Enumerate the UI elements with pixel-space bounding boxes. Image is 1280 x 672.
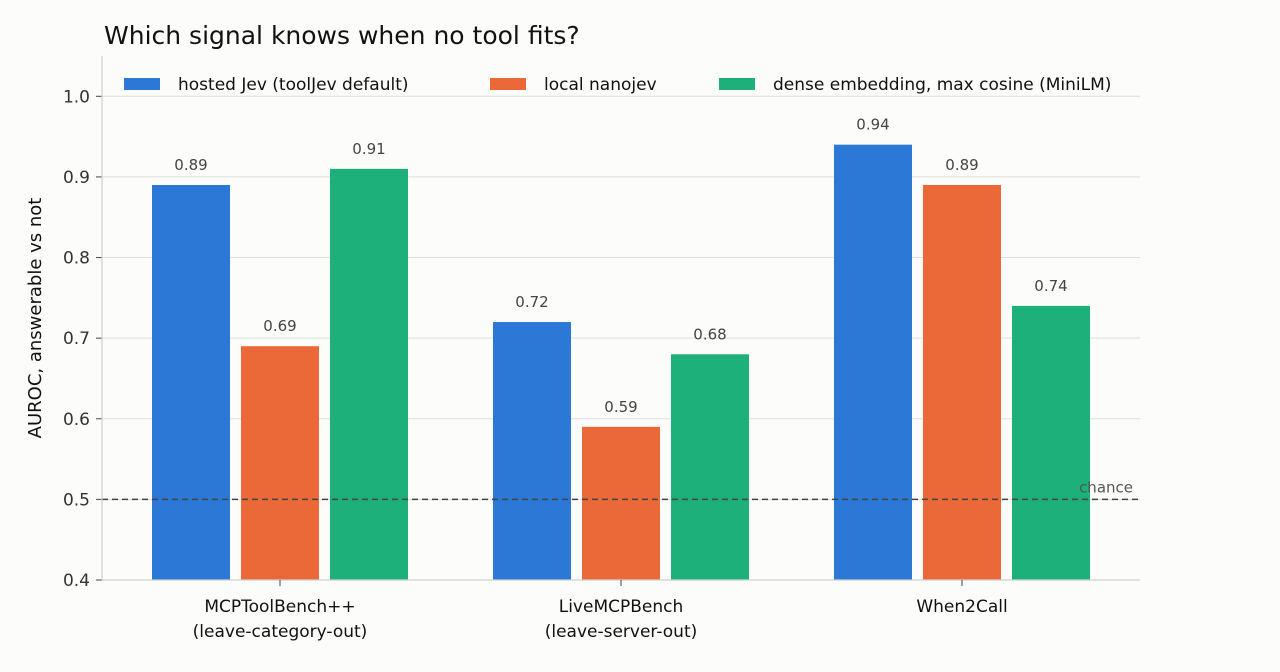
x-tick-label: LiveMCPBench xyxy=(559,597,684,617)
bar xyxy=(241,346,319,580)
bar xyxy=(582,426,660,580)
y-tick-label: 1.0 xyxy=(63,87,90,107)
bar xyxy=(834,144,912,580)
bar-value-label: 0.59 xyxy=(604,398,637,416)
bar xyxy=(1012,305,1090,580)
value-labels: 0.89 0.69 0.91 0.72 0.59 0.68 0.94 0.89 0.74 xyxy=(174,116,1067,416)
chance-label: chance xyxy=(1079,478,1133,496)
y-tick-label: 0.6 xyxy=(63,410,90,430)
x-tick-label: When2Call xyxy=(916,597,1007,617)
legend-swatch xyxy=(124,78,160,90)
legend-label: hosted Jev (toolJev default) xyxy=(178,75,409,95)
bar xyxy=(923,184,1001,580)
y-tick-label: 0.5 xyxy=(63,490,90,510)
chance-reference: chance xyxy=(102,478,1140,501)
chart-title: Which signal knows when no tool fits? xyxy=(104,21,580,50)
bar-value-label: 0.69 xyxy=(263,317,296,335)
bar-value-label: 0.74 xyxy=(1034,277,1067,295)
legend-label: dense embedding, max cosine (MiniLM) xyxy=(773,75,1111,95)
y-tick-label: 0.7 xyxy=(63,329,90,349)
bar-value-label: 0.72 xyxy=(515,293,548,311)
legend-swatch xyxy=(490,78,526,90)
axes: 0.4 0.5 0.6 0.7 0.8 0.9 1.0 MCPToolBench++ (leav… xyxy=(63,56,1140,642)
y-tick-label: 0.8 xyxy=(63,249,90,269)
y-tick-label: 0.9 xyxy=(63,168,90,188)
legend: hosted Jev (toolJev default) local nanoje… xyxy=(124,75,1111,95)
y-tick-label: 0.4 xyxy=(63,571,90,591)
bar xyxy=(493,322,571,580)
legend-swatch xyxy=(719,78,755,90)
bar-value-label: 0.89 xyxy=(945,156,978,174)
x-tick-label: MCPToolBench++ xyxy=(204,597,355,617)
bar-value-label: 0.94 xyxy=(856,116,889,134)
legend-label: local nanojev xyxy=(544,75,657,95)
bars xyxy=(152,144,1090,580)
y-axis-label: AUROC, answerable vs not xyxy=(25,198,46,439)
x-tick-label: (leave-server-out) xyxy=(545,622,698,642)
bar xyxy=(671,354,749,580)
bar xyxy=(152,184,230,580)
bar-value-label: 0.89 xyxy=(174,156,207,174)
bar xyxy=(330,168,408,580)
bar-value-label: 0.68 xyxy=(693,325,726,343)
bar-value-label: 0.91 xyxy=(352,140,385,158)
x-tick-label: (leave-category-out) xyxy=(193,622,368,642)
